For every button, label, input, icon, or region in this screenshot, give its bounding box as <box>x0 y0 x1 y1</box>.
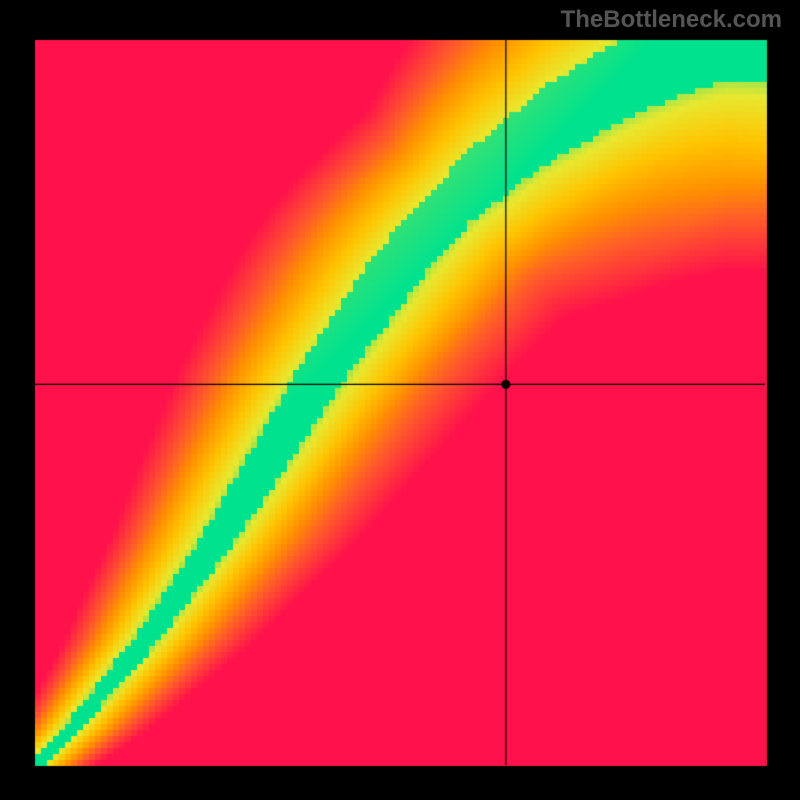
heatmap-canvas <box>0 0 800 800</box>
chart-container: TheBottleneck.com <box>0 0 800 800</box>
watermark-text: TheBottleneck.com <box>561 6 782 34</box>
